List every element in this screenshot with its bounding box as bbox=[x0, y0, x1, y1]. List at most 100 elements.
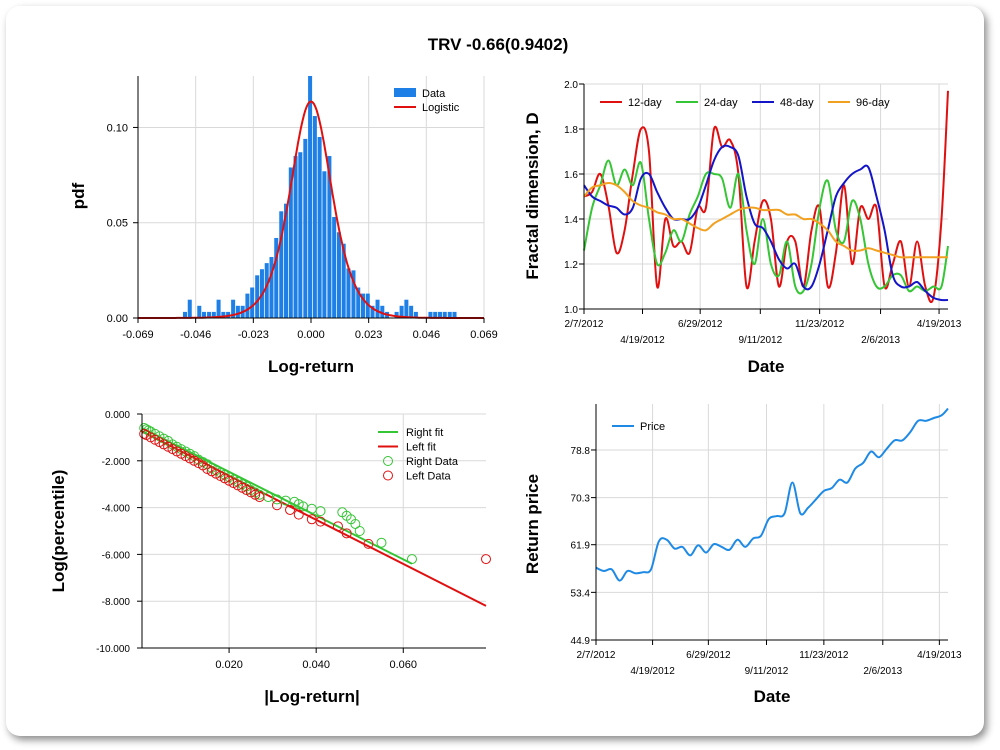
histogram-bar bbox=[221, 311, 226, 318]
data-point-Right Data bbox=[315, 506, 326, 517]
histogram-bar bbox=[284, 203, 289, 318]
tick-label-x: -0.069 bbox=[122, 329, 153, 341]
figure-title: TRV -0.66(0.9402) bbox=[428, 35, 568, 54]
tick-label-x: -0.046 bbox=[180, 329, 211, 341]
tick-label-x: 0.020 bbox=[215, 659, 243, 671]
tick-label-y: 70.3 bbox=[571, 494, 591, 505]
legend: 12-day 24-day 48-day 96-day bbox=[600, 97, 890, 109]
histogram-bar bbox=[341, 243, 346, 318]
data-point-Right Data bbox=[350, 518, 361, 529]
histogram-bar bbox=[207, 311, 212, 318]
legend-label-Right Data: Right Data bbox=[406, 456, 459, 468]
data-point-Left Data bbox=[271, 500, 282, 511]
legend: Data Logistic bbox=[394, 88, 460, 114]
histogram-bar bbox=[187, 299, 192, 318]
tick-label-x: 9/11/2012 bbox=[738, 335, 782, 346]
tick-label-x: 0.069 bbox=[470, 329, 498, 341]
tail-scatter-panel: 0.020 0.040 0.060 0.000 -2.000 -4.000 -6.000 -8… bbox=[49, 410, 491, 706]
histogram-bar bbox=[356, 287, 361, 318]
legend-label-48-day: 48-day bbox=[780, 97, 814, 109]
tick-label-x: 6/29/2012 bbox=[678, 319, 723, 330]
tick-label-x: -0.023 bbox=[238, 329, 269, 341]
histogram-bar bbox=[375, 299, 380, 318]
series-line-Price bbox=[595, 407, 949, 582]
histogram-bar bbox=[428, 311, 433, 318]
tick-label-y: 1.8 bbox=[564, 125, 578, 136]
tick-label-y: 44.9 bbox=[571, 636, 591, 647]
data-point-Right Data bbox=[306, 503, 317, 514]
legend-label-96-day: 96-day bbox=[856, 97, 890, 109]
tick-label-y: 78.8 bbox=[571, 446, 591, 457]
histogram-panel: -0.069 -0.046 -0.023 0.000 0.023 0.046 0.069 0.… bbox=[69, 76, 498, 376]
histogram-bar bbox=[346, 268, 351, 318]
data-point-Left Data bbox=[481, 554, 491, 565]
tick-label-x: 9/11/2012 bbox=[745, 666, 789, 677]
tick-label-y: 1.2 bbox=[564, 260, 578, 271]
tick-label-x: 0.046 bbox=[413, 329, 441, 341]
tick-label-y: 0.000 bbox=[105, 410, 130, 421]
histogram-bar bbox=[279, 211, 284, 318]
histogram-bar bbox=[452, 311, 457, 318]
histogram-bar bbox=[312, 116, 317, 318]
tick-label-y: 2.0 bbox=[564, 80, 578, 91]
tick-label-y: 0.00 bbox=[107, 313, 128, 325]
tick-label-x: 2/7/2012 bbox=[577, 650, 616, 661]
y-axis-label: Fractal dimension, D bbox=[523, 112, 542, 279]
histogram-bar bbox=[399, 305, 404, 318]
histogram-bar bbox=[370, 305, 375, 318]
legend-label-12-day: 12-day bbox=[628, 97, 662, 109]
histogram-bar bbox=[433, 311, 438, 318]
tick-label-x: 0.000 bbox=[297, 329, 325, 341]
histogram-bar bbox=[327, 156, 332, 318]
histogram-bar bbox=[298, 152, 303, 318]
tick-label-x: 11/23/2012 bbox=[795, 319, 845, 330]
histogram-bar bbox=[360, 293, 366, 318]
histogram-bar bbox=[442, 311, 447, 318]
histogram-bar bbox=[274, 237, 279, 318]
series-line-24-day bbox=[583, 159, 949, 295]
histogram-bar bbox=[437, 311, 442, 318]
histogram-bar bbox=[288, 167, 293, 318]
histogram-bar bbox=[197, 305, 202, 318]
tick-label-x: 2/7/2012 bbox=[565, 319, 604, 330]
x-axis-label: |Log-return| bbox=[264, 687, 359, 706]
histogram-bar bbox=[255, 275, 260, 318]
tick-label-x: 4/19/2013 bbox=[917, 650, 962, 661]
tick-label-x: 2/6/2013 bbox=[861, 335, 900, 346]
y-axis-label: pdf bbox=[69, 182, 88, 209]
histogram-bar bbox=[250, 287, 255, 318]
tick-label-y: -10.000 bbox=[96, 644, 130, 655]
data-point-Left Data bbox=[315, 516, 326, 527]
tick-label-y: 1.0 bbox=[564, 305, 578, 316]
tick-label-y: -6.000 bbox=[102, 550, 131, 561]
histogram-bar bbox=[231, 299, 236, 318]
histogram-bar bbox=[216, 299, 221, 318]
tick-label-x: 11/23/2012 bbox=[799, 650, 849, 661]
tick-label-y: 1.4 bbox=[564, 215, 578, 226]
data-point-Left Data bbox=[332, 521, 343, 532]
y-axis-label: Log(percentile) bbox=[49, 470, 68, 593]
tick-label-y: -2.000 bbox=[102, 457, 131, 468]
legend-label-Left fit: Left fit bbox=[406, 442, 436, 454]
tick-label-y: 0.05 bbox=[107, 218, 128, 230]
histogram-bar bbox=[404, 299, 409, 318]
fractal-dimension-panel: 2/7/2012 6/29/2012 11/23/2012 4/19/2013 4/19… bbox=[523, 80, 962, 376]
data-point-Right Data bbox=[376, 537, 387, 548]
tick-label-x: 4/19/2012 bbox=[620, 335, 665, 346]
tick-label-y: 61.9 bbox=[571, 541, 591, 552]
data-point-Right Data bbox=[406, 554, 417, 565]
tick-label-y: 53.4 bbox=[571, 588, 591, 599]
histogram-bar bbox=[394, 311, 399, 318]
histogram-bar bbox=[235, 305, 240, 318]
tick-label-x: 2/6/2013 bbox=[863, 666, 902, 677]
histogram-bar bbox=[211, 311, 216, 318]
data-point-Left Data bbox=[341, 528, 352, 539]
legend-label-24-day: 24-day bbox=[704, 97, 738, 109]
histogram-bar bbox=[332, 217, 337, 318]
histogram-bar bbox=[322, 171, 327, 318]
histogram-bar bbox=[182, 311, 187, 318]
tick-label-y: -4.000 bbox=[102, 504, 131, 515]
data-point-Left Data bbox=[285, 504, 296, 515]
data-point-Left Data bbox=[293, 509, 304, 520]
